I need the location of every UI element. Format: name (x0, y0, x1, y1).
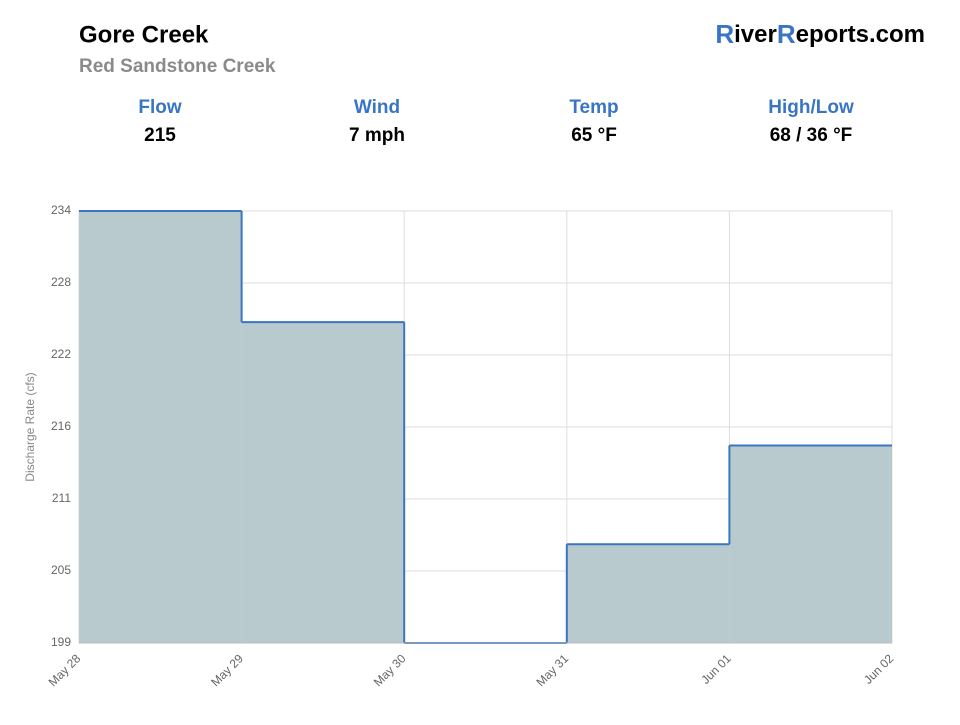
step-area (79, 211, 242, 643)
y-tick-label: 199 (51, 635, 71, 649)
y-axis-label: Discharge Rate (cfs) (23, 372, 37, 481)
x-tick-label: May 29 (208, 651, 246, 689)
stat-label: Temp (569, 97, 618, 118)
x-tick-label: May 28 (46, 651, 84, 689)
x-tick-label: Jun 01 (698, 651, 734, 687)
stat-label: High/Low (768, 97, 854, 118)
y-tick-label: 222 (51, 347, 71, 361)
title: Gore Creek (79, 21, 209, 48)
y-tick-label: 216 (51, 419, 71, 433)
x-tick-label: May 31 (533, 651, 571, 689)
y-tick-label: 205 (51, 563, 71, 577)
x-tick-label: Jun 02 (861, 651, 897, 687)
y-tick-label: 228 (51, 275, 71, 289)
y-tick-label: 234 (51, 203, 71, 217)
stat-value: 65 °F (571, 125, 617, 146)
x-tick-label: May 30 (371, 651, 409, 689)
y-tick-label: 211 (52, 491, 71, 505)
step-area (241, 322, 405, 643)
subtitle: Red Sandstone Creek (79, 56, 276, 77)
stat-value: 7 mph (349, 125, 405, 146)
step-area (566, 544, 730, 643)
stat-label: Wind (354, 97, 400, 118)
stat-value: 215 (144, 125, 176, 146)
logo: RiverReports.com (715, 19, 925, 49)
stat-value: 68 / 36 °F (770, 125, 853, 146)
step-area (729, 445, 892, 643)
stat-label: Flow (138, 97, 181, 118)
